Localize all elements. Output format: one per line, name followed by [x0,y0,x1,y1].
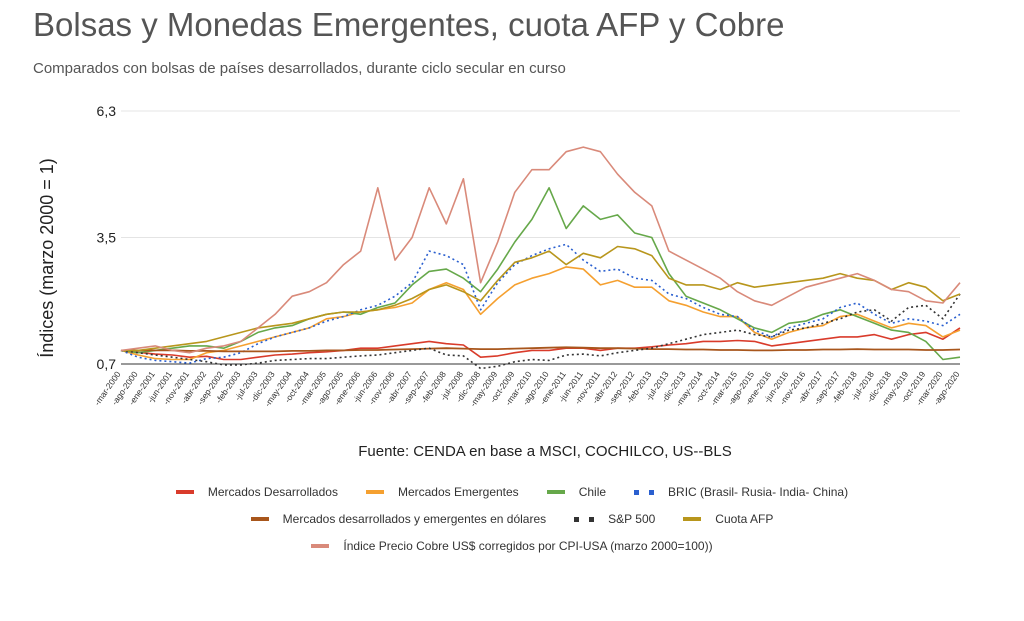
legend-item: Chile [546,485,607,499]
series-line [121,346,961,353]
legend-label: Mercados Desarrollados [207,485,338,499]
chart-title: Bolsas y Monedas Emergentes, cuota AFP y… [33,6,785,43]
legend-item: BRIC (Brasil- Rusia- India- China) [634,485,848,499]
legend-swatch [574,516,595,522]
series-line [120,243,961,364]
legend-swatch [634,489,655,495]
legend-label: Chile [578,485,607,499]
legend-label: S&P 500 [608,512,656,526]
legend-item: Índice Precio Cobre US$ corregidos por C… [311,539,713,553]
legend-item: Mercados Emergentes [365,485,519,499]
legend-row: Mercados desarrollados y emergentes en d… [0,512,1024,526]
legend-item: Mercados Desarrollados [175,485,338,499]
y-tick-label: 0,7 [97,356,117,372]
gridlines [121,110,960,365]
legend-label: Mercados desarrollados y emergentes en d… [282,512,547,526]
series-line [120,293,961,370]
series-lines [120,146,961,370]
y-axis-label: Índices (marzo 2000 = 1) [37,158,57,358]
source-note: Fuente: CENDA en base a MSCI, COCHILCO, … [358,443,732,460]
legend-swatch [546,490,565,494]
series-line [121,245,961,352]
y-tick-label: 3,5 [97,230,117,246]
legend-swatch [311,544,330,548]
series-line [120,146,961,354]
chart-subtitle: Comparados con bolsas de países desarrol… [33,60,566,77]
legend-item: S&P 500 [574,512,655,526]
legend-item: Cuota AFP [683,512,773,526]
line-chart: 0,7 3,5 6,3 -mar-2000-ago-2000-ene-2001-ju… [37,103,962,408]
legend-swatch [250,517,269,521]
legend-swatch [175,490,194,494]
legend-row: Índice Precio Cobre US$ corregidos por C… [0,539,1024,553]
legend-label: Cuota AFP [715,512,774,526]
legend-label: Mercados Emergentes [397,485,519,499]
legend-row: Mercados Desarrollados Mercados Emergente… [0,485,1024,499]
legend-swatch [683,517,702,521]
legend-label: BRIC (Brasil- Rusia- India- China) [668,485,849,499]
y-tick-labels: 0,7 3,5 6,3 [97,103,117,372]
series-line [120,266,961,361]
series-line [120,187,961,361]
legend-item: Mercados desarrollados y emergentes en d… [250,512,547,526]
x-tick-labels: -mar-2000-ago-2000-ene-2001-jun-2001-nov… [92,369,962,408]
series-line [120,327,961,361]
legend-label: Índice Precio Cobre US$ corregidos por C… [343,539,713,553]
y-tick-label: 6,3 [97,103,117,119]
legend-swatch [365,490,384,494]
